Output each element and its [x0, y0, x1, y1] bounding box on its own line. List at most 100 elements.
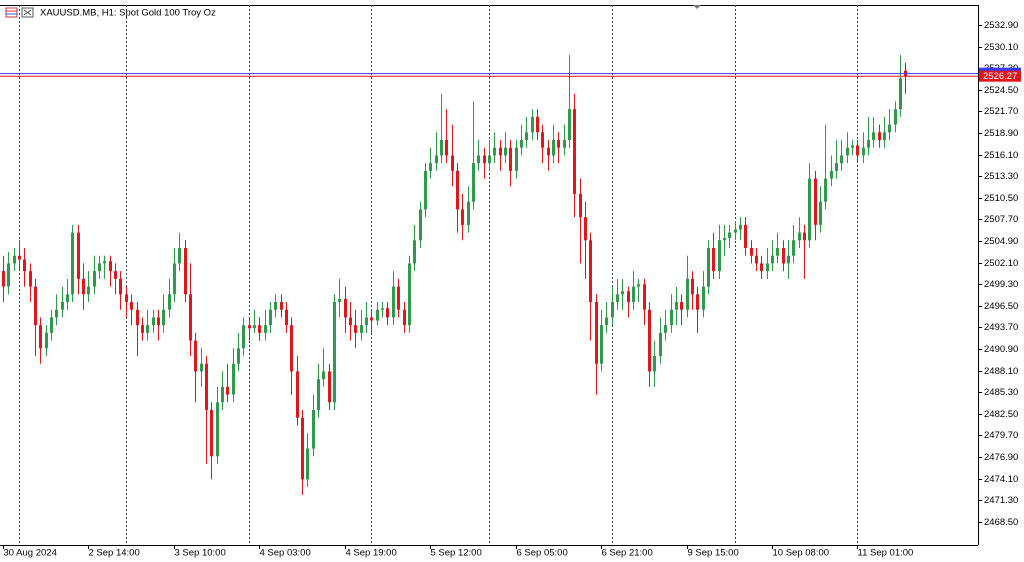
candle-body — [579, 194, 582, 218]
candle-body — [440, 140, 443, 156]
candle-body — [7, 263, 10, 287]
candle-body — [13, 255, 16, 264]
candle-body — [750, 248, 753, 256]
candle-body — [814, 178, 817, 225]
candle-body — [819, 201, 822, 225]
candle-body — [659, 332, 662, 356]
y-tick-label: 2521.70 — [984, 106, 1018, 117]
candle-body — [157, 317, 160, 326]
y-tick-label: 2476.90 — [984, 452, 1018, 463]
candle-body — [557, 140, 560, 148]
candle-body — [328, 371, 331, 403]
x-tick-label: 3 Sep 10:00 — [175, 548, 226, 559]
candle-body — [376, 309, 379, 321]
candle-body — [451, 155, 454, 171]
candle-body — [136, 309, 139, 326]
candle-body — [413, 240, 416, 264]
candle-body — [274, 302, 277, 310]
candle-body — [621, 291, 624, 295]
candle-body — [483, 155, 486, 164]
candle-body — [643, 284, 646, 310]
candle-body — [226, 386, 229, 395]
x-tick-label: 2 Sep 14:00 — [89, 548, 140, 559]
candle-body — [675, 302, 678, 310]
scroll-marker — [693, 5, 701, 9]
y-tick-label: 2496.50 — [984, 301, 1018, 312]
candle-body — [200, 363, 203, 372]
candle-body — [162, 309, 165, 326]
candle-body — [317, 379, 320, 410]
candle-body — [552, 140, 555, 156]
candle-body — [840, 155, 843, 164]
y-tick-label: 2479.70 — [984, 430, 1018, 441]
candle-body — [82, 278, 85, 295]
candle-body — [782, 248, 785, 264]
candle-body — [862, 147, 865, 156]
candle-body — [499, 147, 502, 156]
candle-body — [525, 132, 528, 140]
candle-body — [210, 410, 213, 457]
y-tick-label: 2471.30 — [984, 495, 1018, 506]
candle-body — [739, 224, 742, 230]
y-tick-label: 2474.10 — [984, 474, 1018, 485]
candle-body — [509, 147, 512, 171]
candle-body — [563, 140, 566, 148]
y-tick-label: 2502.10 — [984, 258, 1018, 269]
candle-body — [894, 109, 897, 125]
candle-body — [98, 263, 101, 272]
candle-body — [595, 302, 598, 364]
candle-body — [103, 261, 106, 264]
candle-body — [61, 302, 64, 310]
candle-body — [712, 248, 715, 272]
candle-body — [771, 255, 774, 264]
candle-body — [296, 371, 299, 418]
candle-body — [338, 298, 341, 302]
candle-body — [728, 232, 731, 238]
candle-body — [723, 237, 726, 241]
candle-body — [744, 224, 747, 248]
candle-body — [664, 325, 667, 333]
candle-body — [531, 116, 534, 133]
y-tick-label: 2524.50 — [984, 85, 1018, 96]
y-tick-label: 2488.10 — [984, 366, 1018, 377]
candle-body — [696, 294, 699, 310]
x-tick-label: 9 Sep 15:00 — [688, 548, 739, 559]
candle-body — [141, 325, 144, 333]
candle-body — [589, 240, 592, 302]
candle-body — [87, 286, 90, 295]
candle-body — [312, 410, 315, 449]
y-tick-label: 2482.50 — [984, 409, 1018, 420]
candle-body — [445, 140, 448, 156]
candle-body — [493, 147, 496, 156]
candle-body — [424, 170, 427, 210]
candle-body — [888, 124, 891, 133]
candle-body — [846, 147, 849, 156]
candle-body — [867, 140, 870, 148]
x-tick-label: 6 Sep 05:00 — [517, 548, 568, 559]
candle-body — [408, 263, 411, 326]
candle-body — [178, 248, 181, 264]
candle-body — [611, 302, 614, 318]
candle-body — [130, 302, 133, 310]
candle-body — [55, 309, 58, 318]
candle-body — [472, 163, 475, 202]
candle-body — [248, 325, 251, 329]
x-tick-label: 4 Sep 19:00 — [346, 548, 397, 559]
candle-body — [755, 255, 758, 264]
x-tick-label: 11 Sep 01:00 — [858, 548, 914, 559]
candle-body — [547, 147, 550, 156]
candle-body — [616, 294, 619, 302]
candle-body — [878, 132, 881, 140]
candle-body — [322, 371, 325, 380]
candle-body — [45, 332, 48, 349]
candle-body — [109, 261, 112, 272]
candle-body — [536, 116, 539, 133]
candle-body — [39, 325, 42, 349]
candle-body — [119, 278, 122, 295]
candle-body — [568, 109, 571, 140]
candle-body — [680, 302, 683, 310]
candle-body — [691, 278, 694, 295]
